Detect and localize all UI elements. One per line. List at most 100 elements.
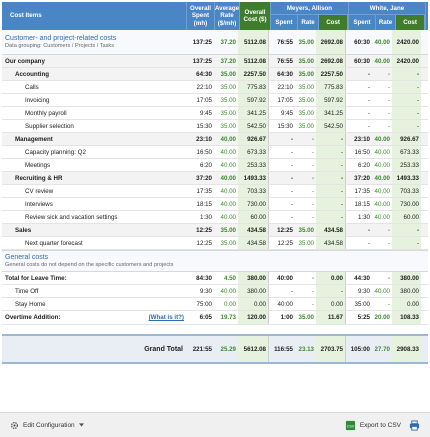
cell-value: 40.00 [374, 287, 390, 295]
cell-value: - [316, 198, 345, 210]
cell-value: 17:35 [345, 185, 372, 197]
export-csv-label: Export to CSV [359, 421, 401, 429]
cell-value: 44:30 [345, 272, 372, 284]
cell-value: 76:55 [268, 55, 295, 67]
cell-value: 6:05 [199, 314, 212, 321]
table-row[interactable]: Calls 22:10 35.00 775.83 22:10 35.00 775.83- - - [2, 81, 428, 94]
cell-value: 40.00 [220, 200, 236, 208]
cell-value: - [392, 68, 421, 80]
header-group-meyers: Meyers, Allison Spent Rate Cost [271, 2, 349, 30]
csv-icon: CSV [345, 420, 356, 431]
cell-value: - [268, 198, 295, 210]
header-group-white-title[interactable]: White, Jane [349, 2, 425, 15]
header-overall-spent[interactable]: Overall Spent (mh) [187, 2, 215, 30]
edit-configuration-button[interactable]: Edit Configuration [10, 421, 84, 430]
header-meyers-spent[interactable]: Spent [271, 15, 298, 30]
header-meyers-cost[interactable]: Cost [319, 15, 349, 30]
table-row[interactable]: Our company 137:25 37.20 5112.08 76:55 35.00 2… [2, 55, 428, 68]
table-row[interactable]: Total for Leave Time: 84:30 4.50 380.00 40:0… [2, 272, 428, 285]
cell-value: 9:30 [345, 285, 372, 297]
row-label: Meetings [25, 161, 51, 169]
cell-value: 730.00 [238, 198, 268, 210]
cell-value: 9:30 [199, 287, 212, 295]
print-button[interactable] [409, 419, 420, 431]
cell-value: - [311, 287, 314, 295]
cell-value: 1493.33 [392, 172, 421, 184]
header-white-rate[interactable]: Rate [376, 15, 397, 30]
table-row[interactable]: Management 23:10 40.00 926.67- - -23:10 40.00 9… [2, 133, 428, 146]
cell-value: 35.00 [298, 38, 314, 46]
cell-value: 341.25 [238, 107, 268, 119]
table-row[interactable]: Accounting 64:30 35.00 2257.50 64:30 35.00 225… [2, 68, 428, 81]
cell-value: 35.00 [298, 96, 314, 104]
cell-value: - [311, 274, 314, 282]
cell-value: 84:30 [196, 274, 212, 282]
row-label: Supplier selection [25, 122, 74, 130]
cell-value: - [268, 172, 295, 184]
table-row[interactable]: Monthly payroll 9:45 35.00 341.25 9:45 35.00 3… [2, 107, 428, 120]
cell-value: - [387, 96, 390, 104]
cell-value: 60.00 [392, 211, 421, 223]
table-row[interactable]: Sales 12:25 35.00 434.58 12:25 35.00 434.58- - - [2, 224, 428, 237]
cell-value: - [316, 211, 345, 223]
cell-value: 2692.08 [316, 30, 345, 54]
cell-value: 542.50 [316, 120, 345, 132]
cell-value: - [316, 146, 345, 158]
cell-value: 40.00 [220, 287, 236, 295]
print-icon [409, 419, 420, 431]
cell-value: 775.83 [316, 81, 345, 93]
row-label: Sales [15, 226, 32, 234]
cell-value: 1:30 [199, 213, 212, 221]
header-average-rate[interactable]: Average Rate ($/mh) [215, 2, 240, 30]
table-row[interactable]: Recruiting & HR 37:20 40.00 1493.33- - -37:20… [2, 172, 428, 185]
table-row[interactable]: Next quarter forecast 12:25 35.00 434.58 12:… [2, 237, 428, 250]
table-row[interactable]: Capacity planning: Q2 16:50 40.00 673.33- - -… [2, 146, 428, 159]
cell-value: 673.33 [238, 146, 268, 158]
what-is-it-link[interactable]: (What is it?) [148, 314, 184, 321]
header-white-cost[interactable]: Cost [396, 15, 425, 30]
table-row[interactable]: Time Off 9:30 40.00 380.00- - -9:30 40.00 380.0… [2, 285, 428, 298]
table-row[interactable]: Supplier selection 15:30 35.00 542.50 15:30 3… [2, 120, 428, 133]
cell-value: - [311, 213, 314, 221]
table-row[interactable]: Review sick and vacation settings 1:30 40.… [2, 211, 428, 224]
cell-value: 5612.08 [238, 336, 268, 362]
header-white-spent[interactable]: Spent [349, 15, 376, 30]
row-label: Recruiting & HR [15, 174, 63, 182]
cell-value: 23:10 [345, 133, 372, 145]
cell-value: 40.00 [220, 174, 236, 182]
table-row[interactable]: Stay Home 75:00 0.00 0.00 40:00-0.00 35:00-0.… [2, 298, 428, 311]
cell-value: - [387, 122, 390, 130]
row-label: Our company [5, 57, 45, 65]
cell-value: 40:00 [268, 298, 295, 310]
cell-value: 15:30 [268, 120, 295, 132]
cell-value: 730.00 [392, 198, 421, 210]
cell-value: 434.58 [316, 224, 345, 236]
row-label: Review sick and vacation settings [25, 213, 118, 221]
grand-total-label: Grand Total [144, 345, 183, 353]
cell-value: 1:00 [268, 311, 295, 324]
header-group-meyers-title[interactable]: Meyers, Allison [271, 2, 348, 15]
export-csv-button[interactable]: CSV Export to CSV [345, 420, 401, 431]
cell-value: 40.00 [220, 161, 236, 169]
spacer [2, 325, 428, 334]
table-row[interactable]: Meetings 6:20 40.00 253.33- - -6:20 40.00 253.3… [2, 159, 428, 172]
table-row[interactable]: Interviews 18:15 40.00 730.00- - -18:15 40.00 7… [2, 198, 428, 211]
table-row[interactable]: CV review 17:35 40.00 703.33- - -17:35 40.00 70… [2, 185, 428, 198]
general-rows: Total for Leave Time: 84:30 4.50 380.00 40:0… [2, 272, 428, 311]
cell-value: 35.00 [298, 109, 314, 117]
grand-total-row: Grand Total 221:55 25.29 5612.08 116:55 … [2, 334, 428, 364]
section-general-costs: General costs General costs do not depen… [2, 250, 428, 272]
row-label: Stay Home [15, 300, 46, 308]
header-cost-items[interactable]: Cost Items [2, 2, 187, 30]
table-row[interactable]: Invoicing 17:05 35.00 597.92 17:05 35.00 597.9… [2, 94, 428, 107]
section-title: General costs [5, 254, 49, 261]
cell-value: 5112.08 [238, 30, 268, 54]
header-overall-cost[interactable]: Overall Cost ($) [240, 2, 271, 30]
cell-value: 597.92 [316, 94, 345, 106]
cell-value: 12:25 [268, 237, 295, 249]
cell-value: - [392, 224, 421, 236]
cell-value: 35.00 [298, 70, 314, 78]
cell-value: 37.20 [220, 57, 236, 65]
cell-value: 926.67 [392, 133, 421, 145]
header-meyers-rate[interactable]: Rate [298, 15, 320, 30]
